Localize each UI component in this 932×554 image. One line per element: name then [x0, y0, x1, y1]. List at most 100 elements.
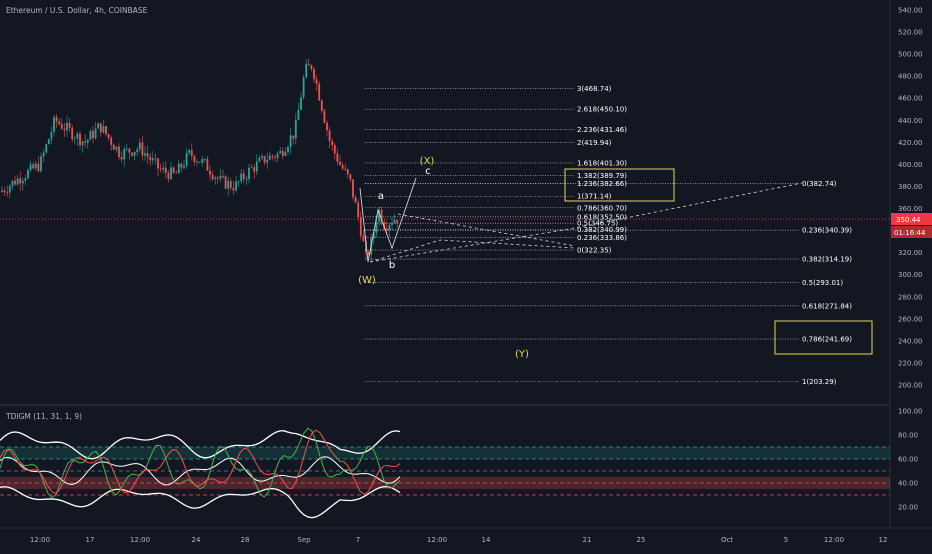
target-box-upper[interactable] — [564, 168, 675, 202]
candle-body — [58, 121, 61, 125]
candle-body — [120, 157, 123, 160]
candle-body — [224, 176, 227, 189]
candle-body — [21, 180, 24, 184]
candle-body — [149, 156, 152, 161]
time-tick-label: 28 — [241, 536, 250, 544]
candle-body — [196, 161, 198, 163]
candle-body — [177, 163, 180, 174]
candle-body — [250, 167, 253, 169]
current-price-tag — [891, 213, 932, 225]
candle-body — [341, 164, 344, 169]
symbol-title[interactable]: Ethereum / U.S. Dollar, 4h, COINBASE — [6, 6, 148, 15]
price-tick-label: 200.00 — [898, 382, 923, 390]
fib-level-label: 1(203.29) — [802, 378, 837, 386]
candle-body — [68, 122, 71, 128]
candle-body — [162, 167, 165, 170]
candle-body — [60, 124, 63, 129]
oscillator-title[interactable]: TDIGM (11, 31, 1, 9) — [5, 412, 82, 421]
oscillator-tick-label: 100.00 — [898, 408, 923, 416]
candle-body — [14, 180, 16, 185]
candle-body — [183, 165, 185, 168]
candle-body — [110, 137, 113, 145]
wave-path — [359, 177, 417, 263]
fib-level-label: 1.618(401.30) — [577, 159, 627, 167]
candle-body — [232, 187, 235, 191]
price-tick-label: 240.00 — [898, 337, 923, 345]
candle-body — [227, 181, 230, 189]
fib-level-label: 1.236(382.66) — [577, 180, 627, 188]
candle-body — [333, 144, 336, 154]
candle-body — [354, 197, 357, 203]
candle-body — [115, 146, 118, 150]
candle-body — [331, 141, 334, 145]
candle-body — [346, 169, 349, 175]
elliott-wave-drawing[interactable] — [359, 177, 803, 263]
price-tick-label: 500.00 — [898, 51, 923, 59]
target-box-lower[interactable] — [774, 320, 873, 355]
candle-body — [188, 150, 191, 153]
candle-body — [185, 152, 188, 166]
candle-body — [198, 161, 201, 163]
time-tick-label: 24 — [192, 536, 201, 544]
osc-mid-band — [0, 456, 401, 486]
candle-body — [136, 149, 139, 152]
fibonacci-retracement[interactable]: 0(382.74) 0.236(340.39) 0.382(314.19) 0.5(2… — [365, 180, 852, 386]
candle-body — [279, 150, 282, 154]
fib-level-label: 0.786(241.69) — [802, 336, 852, 344]
candle-body — [47, 139, 50, 145]
candle-body — [164, 167, 167, 173]
candle-body — [380, 209, 383, 223]
time-tick-label: 12:00 — [30, 536, 50, 544]
time-tick-label: 21 — [583, 536, 592, 544]
candle-body — [336, 153, 339, 162]
fib-level-label: 0.382(314.19) — [802, 256, 852, 264]
candle-body — [159, 168, 162, 170]
price-tick-label: 380.00 — [898, 183, 923, 191]
current-price-value: 350.44 — [896, 216, 921, 224]
time-tick-label: 12:00 — [427, 536, 447, 544]
candle-body — [45, 144, 48, 153]
fib-level-label: 3(468.74) — [577, 85, 612, 93]
candle-body — [375, 221, 378, 233]
candle-body — [393, 219, 396, 223]
candle-body — [1, 190, 3, 192]
candle-body — [287, 147, 289, 153]
candle-body — [222, 175, 224, 177]
price-tick-label: 520.00 — [898, 29, 923, 37]
fib-level-label: 0.5(293.01) — [802, 279, 843, 287]
price-tick-label: 220.00 — [898, 359, 923, 367]
candle-body — [84, 141, 87, 143]
candle-body — [274, 156, 276, 158]
candle-body — [357, 202, 360, 218]
candle-body — [240, 173, 243, 182]
candle-body — [99, 123, 102, 133]
fibonacci-extension[interactable]: 3(468.74) 2.618(450.10) 2.236(431.46) 2(419… — [365, 85, 627, 255]
fib-level-label: 0.786(360.70) — [577, 204, 627, 212]
candle-body — [216, 177, 219, 179]
candle-body — [263, 155, 266, 163]
candle-body — [245, 178, 248, 180]
time-tick-label: 7 — [356, 536, 360, 544]
candle-body — [362, 235, 365, 242]
price-tick-label: 460.00 — [898, 95, 923, 103]
price-tick-label: 400.00 — [898, 161, 923, 169]
candle-body — [344, 168, 347, 170]
countdown-value: 01:16:44 — [894, 229, 926, 237]
candle-body — [128, 148, 131, 153]
candle-body — [359, 217, 362, 236]
candle-body — [253, 167, 256, 172]
candle-body — [302, 77, 305, 98]
oscillator-axis-ticks: 100.00 80.00 60.00 40.00 20.00 — [898, 408, 923, 512]
candle-body — [3, 190, 6, 192]
candle-body — [235, 181, 237, 191]
candle-body — [349, 174, 352, 180]
candle-body — [206, 158, 209, 171]
candle-body — [112, 144, 115, 150]
candle-body — [313, 68, 315, 80]
countdown-tag — [891, 226, 932, 238]
candle-body — [170, 167, 172, 179]
candle-body — [8, 185, 11, 193]
candle-body — [203, 158, 206, 160]
